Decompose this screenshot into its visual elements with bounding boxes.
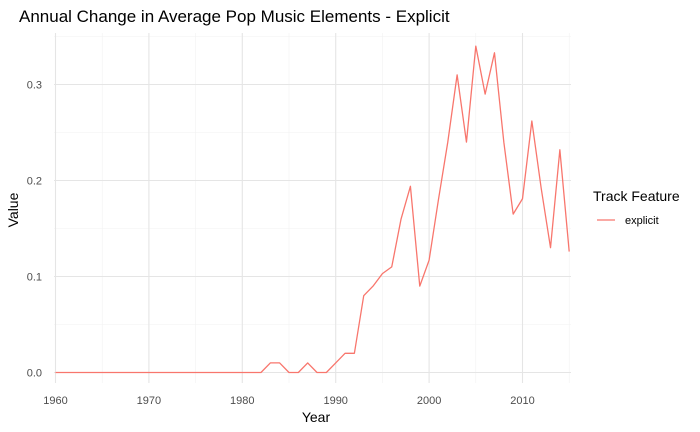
- x-axis-ticks: 1960 1970 1980 1990 2000 2010: [43, 395, 534, 407]
- legend-title: Track Feature: [593, 188, 680, 204]
- y-tick-label: 0.2: [27, 176, 42, 188]
- x-tick-label: 1980: [230, 395, 254, 407]
- grid-minor: [54, 33, 571, 383]
- y-tick-label: 0.3: [27, 80, 42, 92]
- y-tick-label: 0.1: [27, 272, 42, 284]
- x-tick-label: 1990: [323, 395, 347, 407]
- x-tick-label: 1960: [43, 395, 67, 407]
- legend-label-explicit: explicit: [625, 215, 659, 227]
- legend: Track Feature explicit: [593, 188, 680, 227]
- series-line-explicit: [55, 45, 570, 374]
- series-layer: [55, 45, 570, 374]
- y-tick-label: 0.0: [27, 368, 42, 380]
- x-tick-label: 1970: [137, 395, 161, 407]
- x-tick-label: 2010: [510, 395, 534, 407]
- y-axis-title: Value: [5, 192, 21, 227]
- grid-major: [54, 33, 571, 383]
- x-axis-title: Year: [302, 409, 331, 425]
- chart-title: Annual Change in Average Pop Music Eleme…: [19, 7, 450, 26]
- y-axis-ticks: 0.0 0.1 0.2 0.3: [27, 80, 42, 380]
- x-tick-label: 2000: [417, 395, 441, 407]
